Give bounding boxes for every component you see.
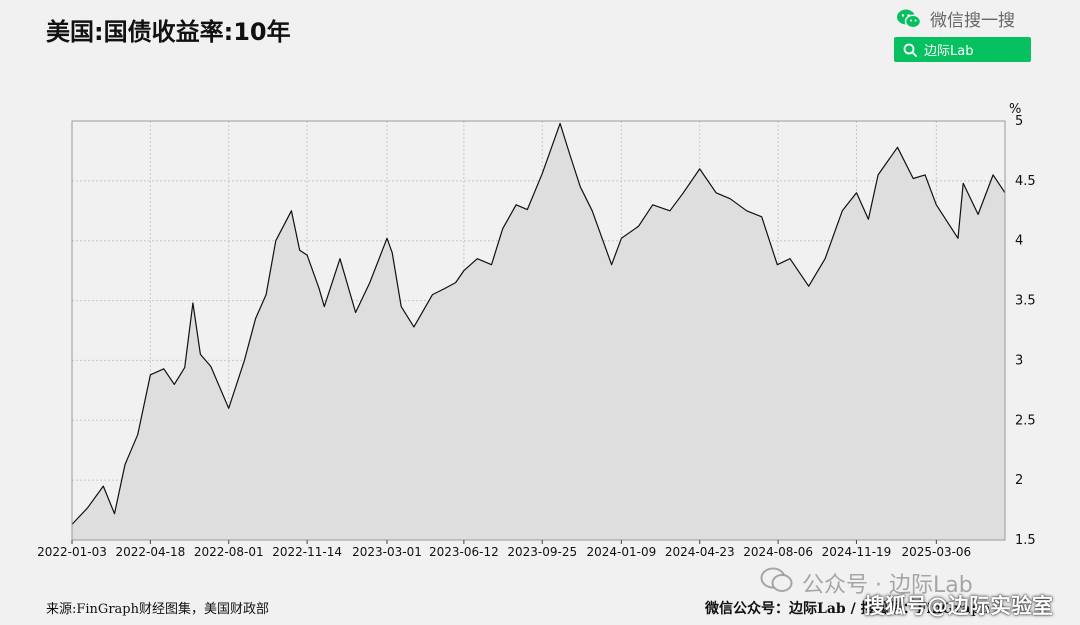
y-tick-label-3: 3.5 [1015, 294, 1036, 309]
yield-area-fill [72, 123, 1005, 541]
y-tick-label-6: 2 [1015, 473, 1023, 488]
x-tick-label-0: 2022-01-03 [37, 545, 107, 559]
wechat-watermark-icon [760, 566, 794, 600]
x-tick-label-2: 2022-08-01 [194, 545, 264, 559]
source-note: 来源:FinGraph财经图集，美国财政部 [46, 602, 269, 617]
y-tick-label-1: 4.5 [1015, 174, 1036, 189]
search-icon [894, 43, 924, 57]
y-axis-unit: % [1009, 102, 1021, 117]
x-tick-label-7: 2024-01-09 [586, 545, 656, 559]
x-tick-label-1: 2022-04-18 [115, 545, 185, 559]
x-tick-label-5: 2023-06-12 [429, 545, 499, 559]
x-tick-label-3: 2022-11-14 [272, 545, 342, 559]
y-tick-label-2: 4 [1015, 234, 1023, 249]
x-tick-label-8: 2024-04-23 [665, 545, 735, 559]
search-button[interactable]: 边际Lab [894, 37, 1031, 62]
x-tick-label-9: 2024-08-06 [743, 545, 813, 559]
wechat-logo-icon [896, 8, 922, 30]
y-tick-label-0: 5 [1015, 114, 1023, 129]
y-tick-label-7: 1.5 [1015, 533, 1036, 548]
watermark-gongzhonghao: 公众号 · 边际Lab [760, 566, 973, 600]
plot-frame [71, 120, 1006, 541]
wechat-search-label: 微信搜一搜 [930, 11, 1015, 31]
watermark-gongzhonghao-text: 公众号 · 边际Lab [802, 573, 973, 598]
wechat-search-brand[interactable]: 微信搜一搜 [896, 6, 1015, 31]
search-query: 边际Lab [924, 44, 974, 59]
x-tick-label-4: 2023-03-01 [352, 545, 422, 559]
y-axis-ticks: 5 4.5 4 3.5 3 2.5 2 1.5 [1015, 114, 1036, 548]
footer-credit: 微信公众号：边际Lab / 搜狐号：FinGraph [705, 601, 991, 617]
yield-line [71, 122, 1006, 525]
x-tick-label-10: 2024-11-19 [822, 545, 892, 559]
x-tick-label-11: 2025-03-06 [901, 545, 971, 559]
y-tick-label-5: 2.5 [1015, 413, 1036, 428]
watermark-sohu: 搜狐号@边际实验室 [864, 594, 1053, 618]
x-axis-ticks: 2022-01-03 2022-04-18 2022-08-01 2022-11-14… [37, 540, 971, 559]
y-tick-label-4: 3 [1015, 353, 1023, 368]
page-title: 美国:国债收益率:10年 [46, 18, 291, 46]
x-tick-label-6: 2023-09-25 [507, 545, 577, 559]
